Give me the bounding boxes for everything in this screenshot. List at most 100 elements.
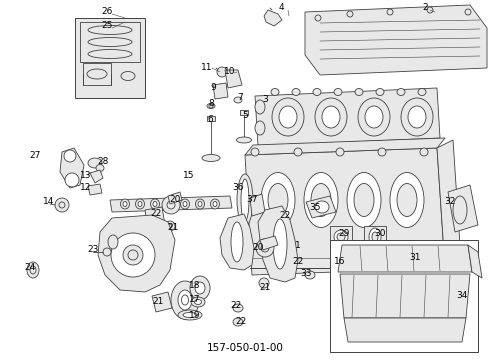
Ellipse shape: [190, 276, 210, 300]
Text: 13: 13: [80, 171, 92, 180]
Ellipse shape: [255, 121, 265, 135]
Ellipse shape: [217, 67, 227, 77]
Ellipse shape: [255, 100, 265, 114]
Text: 4: 4: [278, 4, 284, 13]
Circle shape: [103, 248, 111, 256]
Text: 21: 21: [167, 224, 179, 233]
Circle shape: [162, 196, 180, 214]
Ellipse shape: [372, 232, 378, 242]
Text: 21: 21: [259, 284, 270, 292]
Ellipse shape: [168, 202, 172, 207]
Text: 20: 20: [252, 243, 264, 252]
Polygon shape: [225, 70, 242, 88]
Ellipse shape: [96, 165, 104, 171]
Ellipse shape: [183, 312, 197, 318]
Bar: [240, 110, 248, 115]
Polygon shape: [338, 245, 472, 272]
Polygon shape: [245, 138, 445, 155]
Text: 9: 9: [210, 82, 216, 91]
Ellipse shape: [311, 184, 331, 216]
Ellipse shape: [87, 69, 107, 79]
Ellipse shape: [279, 106, 297, 128]
Ellipse shape: [213, 202, 217, 207]
Ellipse shape: [202, 154, 220, 162]
Text: 17: 17: [189, 294, 201, 303]
Text: 14: 14: [43, 198, 55, 207]
Polygon shape: [168, 192, 182, 204]
Polygon shape: [220, 214, 254, 270]
Polygon shape: [264, 10, 282, 26]
Polygon shape: [250, 194, 265, 216]
Ellipse shape: [195, 282, 205, 294]
Ellipse shape: [121, 199, 129, 209]
Text: 19: 19: [189, 310, 201, 320]
Polygon shape: [255, 88, 440, 146]
Polygon shape: [344, 318, 466, 342]
Ellipse shape: [233, 318, 243, 326]
Ellipse shape: [434, 265, 439, 275]
Circle shape: [420, 148, 428, 156]
Ellipse shape: [237, 137, 251, 143]
Text: 15: 15: [183, 171, 195, 180]
Ellipse shape: [322, 106, 340, 128]
Ellipse shape: [450, 265, 456, 275]
Ellipse shape: [414, 260, 424, 280]
Ellipse shape: [138, 202, 142, 207]
Circle shape: [165, 221, 175, 231]
Circle shape: [64, 150, 76, 162]
Ellipse shape: [347, 172, 381, 228]
Ellipse shape: [390, 172, 424, 228]
Text: 21: 21: [152, 297, 164, 306]
Ellipse shape: [272, 98, 304, 136]
Ellipse shape: [150, 199, 160, 209]
Polygon shape: [448, 185, 478, 232]
Ellipse shape: [196, 199, 204, 209]
Ellipse shape: [198, 202, 202, 207]
Ellipse shape: [397, 184, 417, 216]
Bar: [330, 226, 352, 248]
Ellipse shape: [448, 260, 458, 280]
Ellipse shape: [383, 265, 388, 275]
Ellipse shape: [365, 106, 383, 128]
Text: 23: 23: [87, 244, 98, 253]
Ellipse shape: [418, 89, 426, 95]
Text: 35: 35: [309, 203, 321, 212]
Ellipse shape: [401, 98, 433, 136]
Circle shape: [347, 11, 353, 17]
Ellipse shape: [178, 290, 192, 310]
Ellipse shape: [397, 260, 407, 280]
Text: 22: 22: [150, 208, 162, 217]
Bar: [207, 116, 215, 121]
Polygon shape: [152, 292, 172, 312]
Polygon shape: [437, 140, 461, 268]
Bar: [83, 63, 111, 85]
Bar: [80, 22, 140, 62]
Bar: [75, 18, 145, 98]
Circle shape: [315, 15, 321, 21]
Text: 26: 26: [101, 8, 113, 17]
Circle shape: [465, 9, 471, 15]
Circle shape: [123, 245, 143, 265]
Ellipse shape: [304, 172, 338, 228]
Ellipse shape: [334, 230, 348, 244]
Ellipse shape: [234, 97, 242, 103]
Ellipse shape: [108, 235, 118, 249]
Polygon shape: [213, 83, 228, 99]
Text: 3: 3: [262, 95, 268, 104]
Text: 31: 31: [409, 253, 421, 262]
Text: 16: 16: [334, 256, 346, 266]
Text: 1: 1: [295, 240, 301, 249]
Text: 24: 24: [24, 264, 36, 273]
Ellipse shape: [313, 89, 321, 95]
Text: 29: 29: [338, 229, 350, 238]
Text: 2: 2: [422, 4, 428, 13]
Text: 12: 12: [80, 184, 92, 193]
Text: 5: 5: [242, 111, 248, 120]
Polygon shape: [305, 5, 487, 75]
Ellipse shape: [88, 158, 102, 168]
Text: 33: 33: [300, 269, 312, 278]
Text: 6: 6: [207, 116, 213, 125]
Ellipse shape: [123, 202, 127, 207]
Ellipse shape: [233, 304, 243, 312]
Text: 32: 32: [444, 198, 456, 207]
